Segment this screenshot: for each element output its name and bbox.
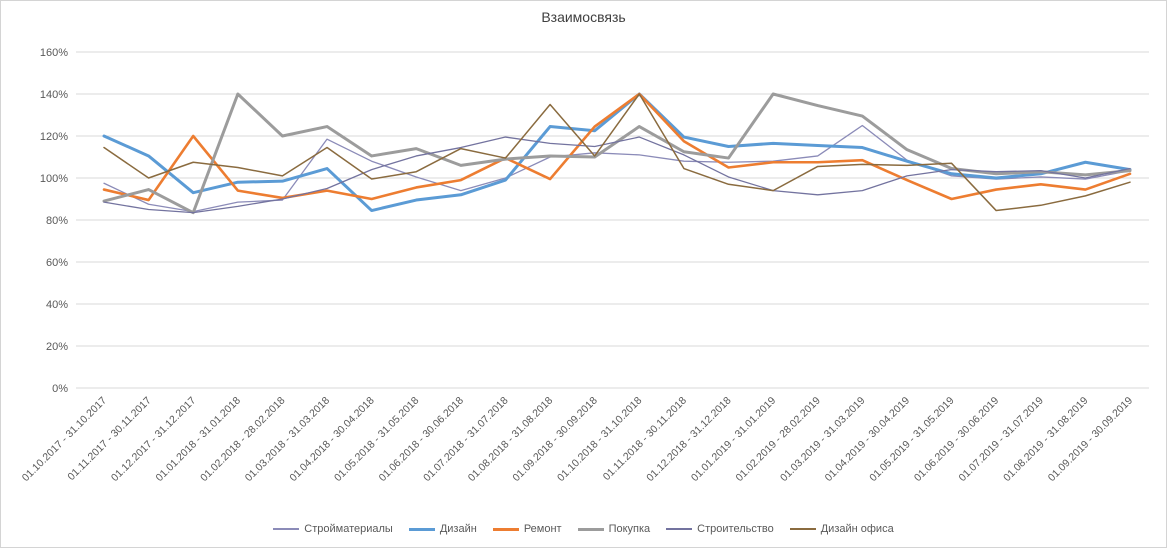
series-line-Строительство[interactable] bbox=[103, 136, 1131, 214]
y-axis-label: 120% bbox=[40, 131, 68, 143]
y-axis-label: 80% bbox=[46, 215, 68, 227]
x-axis-label: 01.03.2019 - 31.03.2019 bbox=[778, 395, 868, 485]
y-axis-label: 60% bbox=[46, 257, 68, 269]
series-line-Ремонт[interactable] bbox=[102, 92, 1132, 202]
x-axis-label: 01.11.2018 - 30.11.2018 bbox=[601, 395, 689, 483]
x-axis-label: 01.05.2019 - 31.05.2019 bbox=[867, 395, 957, 485]
chart-title[interactable]: Взаимосвязь bbox=[541, 9, 626, 25]
legend-item-Дизайн офиса[interactable]: Дизайн офиса bbox=[789, 523, 894, 535]
x-axis-label: 01.04.2018 - 30.04.2018 bbox=[287, 395, 377, 485]
legend-label: Покупка bbox=[608, 523, 651, 535]
series-line-Стройматериалы[interactable] bbox=[103, 124, 1131, 213]
x-axis-label: 01.01.2018 - 31.01.2018 bbox=[154, 395, 244, 485]
x-axis-label: 01.05.2018 - 31.05.2018 bbox=[332, 395, 422, 485]
x-axis-label: 01.06.2018 - 30.06.2018 bbox=[377, 395, 467, 485]
legend-item-Стройматериалы[interactable]: Стройматериалы bbox=[273, 523, 393, 535]
x-axis-label: 01.06.2019 - 30.06.2019 bbox=[912, 395, 1002, 485]
legend-swatch-icon bbox=[577, 527, 604, 531]
legend-swatch-icon bbox=[273, 528, 300, 530]
y-axis-label: 140% bbox=[40, 89, 68, 101]
x-axis-label: 01.02.2019 - 28.02.2019 bbox=[733, 395, 823, 485]
x-axis-label: 01.12.2018 - 31.12.2018 bbox=[644, 395, 734, 485]
x-axis-label: 01.04.2019 - 30.04.2019 bbox=[823, 395, 913, 485]
legend-label: Дизайн bbox=[439, 523, 477, 535]
x-axis-label: 01.09.2018 - 30.09.2018 bbox=[510, 395, 600, 485]
x-axis-label: 01.07.2018 - 31.07.2018 bbox=[421, 395, 511, 485]
y-axis-label: 0% bbox=[52, 383, 68, 395]
y-axis-label: 100% bbox=[40, 173, 68, 185]
legend-swatch-icon bbox=[408, 527, 435, 531]
series-line-Дизайн офиса[interactable] bbox=[103, 93, 1131, 212]
x-axis-label: 01.02.2018 - 28.02.2018 bbox=[198, 395, 288, 485]
legend-label: Стройматериалы bbox=[304, 523, 393, 535]
legend-swatch-icon bbox=[789, 528, 816, 530]
x-axis-label: 01.07.2019 - 31.07.2019 bbox=[956, 395, 1046, 485]
legend-swatch-icon bbox=[666, 528, 693, 530]
x-axis-label: 01.10.2018 - 31.10.2018 bbox=[555, 395, 645, 485]
x-axis-label: 01.10.2017 - 31.10.2017 bbox=[20, 395, 110, 485]
y-axis-label: 160% bbox=[40, 47, 68, 59]
x-axis-label: 01.01.2019 - 31.01.2019 bbox=[689, 395, 779, 485]
x-axis-label: 01.12.2017 - 31.12.2017 bbox=[109, 395, 199, 485]
legend-item-Покупка[interactable]: Покупка bbox=[577, 523, 651, 535]
legend-swatch-icon bbox=[492, 527, 519, 531]
legend-label: Строительство bbox=[697, 523, 774, 535]
legend-label: Дизайн офиса bbox=[820, 523, 894, 535]
y-axis-label: 20% bbox=[46, 341, 68, 353]
x-axis-label: 01.09.2019 - 30.09.2019 bbox=[1046, 395, 1136, 485]
legend-item-Дизайн[interactable]: Дизайн bbox=[408, 523, 477, 535]
legend-item-Строительство[interactable]: Строительство bbox=[666, 523, 774, 535]
legend-label: Ремонт bbox=[523, 523, 562, 535]
y-axis-label: 40% bbox=[46, 299, 68, 311]
chart-legend: Стройматериалы Дизайн Ремонт Покупка Строите… bbox=[1, 523, 1166, 535]
series-line-Дизайн[interactable] bbox=[102, 92, 1132, 213]
x-axis-label: 01.03.2018 - 31.03.2018 bbox=[243, 395, 333, 485]
x-axis-label: 01.08.2018 - 31.08.2018 bbox=[466, 395, 556, 485]
x-axis-label: 01.11.2017 - 30.11.2017 bbox=[65, 395, 153, 483]
legend-item-Ремонт[interactable]: Ремонт bbox=[492, 523, 562, 535]
x-axis-label: 01.08.2019 - 31.08.2019 bbox=[1001, 395, 1091, 485]
